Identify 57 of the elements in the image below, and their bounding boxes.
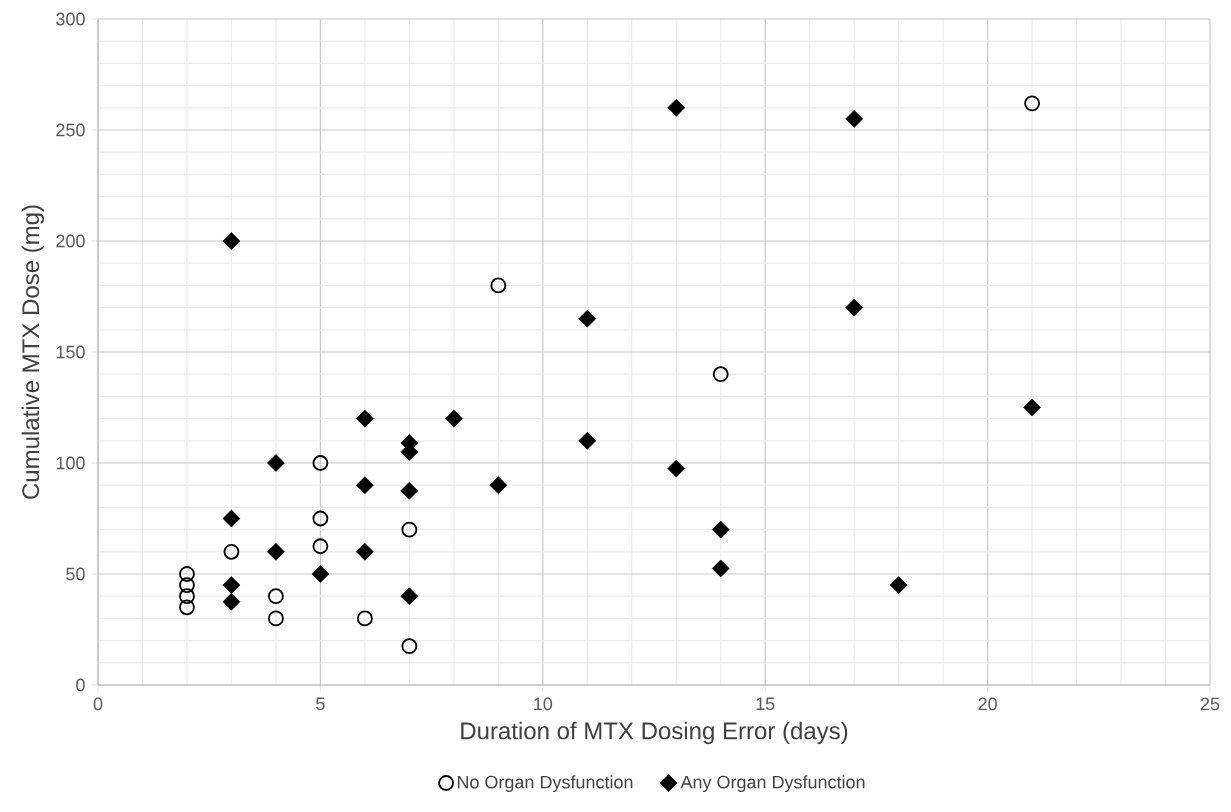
- point: [312, 538, 329, 555]
- point: [223, 543, 240, 560]
- point: [311, 565, 330, 583]
- y-tick-label: 250: [56, 123, 85, 137]
- legend-label: No Organ Dysfunction: [457, 775, 633, 793]
- y-tick-label: 50: [66, 567, 85, 581]
- point: [578, 431, 597, 450]
- point: [578, 309, 597, 328]
- point: [356, 542, 374, 561]
- point: [889, 576, 908, 594]
- x-tick-label: 5: [316, 697, 325, 711]
- point: [667, 98, 686, 117]
- point: [267, 454, 285, 472]
- point: [267, 542, 285, 561]
- y-tick-label: 0: [76, 678, 85, 692]
- point: [445, 409, 463, 428]
- point: [179, 566, 195, 582]
- point: [401, 638, 418, 655]
- point: [222, 232, 241, 250]
- point: [179, 588, 195, 605]
- y-tick-label: 150: [56, 345, 85, 359]
- x-tick-label: 10: [534, 697, 553, 711]
- point: [268, 588, 284, 605]
- point: [401, 521, 418, 538]
- point: [845, 110, 863, 128]
- point: [489, 476, 508, 495]
- x-tick-label: 0: [93, 697, 103, 711]
- x-tick-label: 20: [978, 697, 997, 711]
- point: [711, 559, 730, 578]
- point: [222, 576, 241, 594]
- point: [400, 481, 419, 500]
- point: [268, 610, 284, 627]
- y-tick-label: 200: [56, 234, 85, 248]
- point: [179, 599, 195, 616]
- point: [356, 610, 373, 627]
- x-axis-title: Duration of MTX Dosing Error (days): [461, 721, 848, 745]
- point: [1024, 95, 1041, 112]
- point: [356, 409, 374, 428]
- point: [712, 366, 729, 383]
- x-tick-label: 15: [756, 697, 775, 711]
- point: [490, 277, 507, 294]
- point: [1023, 398, 1041, 417]
- point: [400, 587, 419, 606]
- point: [222, 509, 241, 528]
- point: [312, 510, 329, 527]
- point: [179, 577, 195, 594]
- point: [711, 520, 730, 539]
- y-tick-label: 300: [56, 12, 85, 26]
- point: [222, 592, 241, 611]
- point: [845, 298, 863, 317]
- y-axis-title: Cumulative MTX Dose (mg): [21, 205, 44, 499]
- point: [356, 476, 374, 495]
- point: [312, 455, 329, 471]
- y-tick-label: 100: [56, 456, 85, 470]
- point: [667, 459, 686, 478]
- x-tick-label: 25: [1200, 697, 1220, 711]
- legend-label: Any Organ Dysfunction: [680, 775, 865, 793]
